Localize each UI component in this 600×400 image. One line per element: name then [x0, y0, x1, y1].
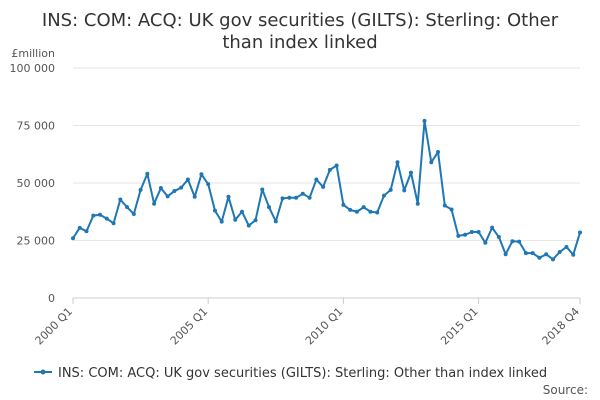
data-point — [185, 177, 190, 182]
data-point — [449, 207, 454, 212]
legend: INS: COM: ACQ: UK gov securities (GILTS)… — [34, 366, 547, 381]
data-point — [341, 202, 346, 207]
data-point — [510, 239, 515, 244]
data-point — [361, 205, 366, 210]
data-point — [402, 188, 407, 193]
legend-marker-swatch — [40, 369, 46, 375]
data-point — [219, 219, 224, 224]
data-point — [368, 209, 373, 214]
y-tick-label: 25 000 — [17, 235, 56, 248]
data-point — [287, 195, 292, 200]
data-point — [503, 252, 508, 257]
data-point — [571, 252, 576, 257]
chart-title-line-2: than index linked — [222, 32, 377, 53]
chart-title-line-1: INS: COM: ACQ: UK gov securities (GILTS)… — [42, 10, 559, 31]
x-tick-label: 2010 Q1 — [303, 305, 346, 348]
data-point — [334, 163, 339, 168]
data-point — [280, 196, 285, 201]
y-axis-unit-label: £million — [11, 47, 55, 60]
data-point — [422, 118, 427, 123]
data-point — [436, 149, 441, 154]
data-point — [537, 255, 542, 260]
data-point — [240, 209, 244, 214]
data-point — [381, 193, 386, 198]
gridlines — [73, 67, 580, 241]
data-point — [544, 252, 549, 257]
data-point — [327, 167, 332, 172]
data-point — [314, 177, 319, 182]
y-tick-label: 50 000 — [17, 177, 56, 190]
data-point — [206, 182, 211, 187]
x-axis: 2000 Q1 2005 Q1 2010 Q1 2015 Q1 2018 Q4 — [33, 297, 583, 348]
data-point — [246, 223, 251, 228]
data-point — [125, 205, 130, 210]
legend-label: INS: COM: ACQ: UK gov securities (GILTS)… — [58, 366, 547, 381]
data-point — [442, 203, 447, 208]
data-point — [578, 230, 582, 235]
data-point — [192, 194, 197, 199]
data-point — [550, 257, 555, 262]
source-label: Source: — [543, 383, 588, 397]
data-point — [294, 195, 299, 200]
data-point — [152, 201, 157, 206]
series-group — [71, 118, 582, 262]
data-point — [321, 184, 326, 189]
x-tick-label: 2005 Q1 — [168, 305, 211, 348]
data-point — [145, 171, 150, 176]
data-point — [172, 189, 177, 194]
data-point — [138, 187, 143, 192]
y-tick-label: 100 000 — [10, 62, 56, 75]
x-tick-label: 2000 Q1 — [33, 305, 76, 348]
data-point — [118, 197, 123, 202]
data-point — [490, 225, 495, 230]
data-point — [233, 217, 238, 222]
data-point — [429, 160, 434, 165]
data-point — [165, 194, 170, 199]
data-point — [523, 251, 528, 256]
data-point — [307, 195, 312, 200]
data-point — [564, 244, 569, 249]
data-point — [415, 201, 420, 206]
data-point — [354, 209, 359, 214]
x-tick-label: 2015 Q1 — [438, 305, 481, 348]
data-point — [469, 229, 474, 234]
data-point — [530, 251, 535, 256]
data-point — [375, 210, 380, 215]
y-axis-ticks: 0 25 000 50 000 75 000 100 000 — [10, 62, 56, 305]
data-point — [111, 221, 116, 226]
data-point — [273, 219, 278, 224]
data-point — [226, 194, 231, 199]
data-point — [179, 185, 184, 190]
data-point — [71, 236, 75, 241]
data-point — [517, 239, 522, 244]
data-point — [395, 160, 400, 165]
data-point — [388, 187, 393, 192]
data-point — [483, 240, 488, 245]
data-point — [212, 208, 217, 213]
data-point — [77, 225, 82, 230]
data-point — [104, 216, 109, 221]
series-line — [72, 119, 581, 261]
data-point — [158, 186, 163, 191]
data-point — [98, 212, 103, 217]
data-point — [260, 187, 265, 192]
y-tick-label: 75 000 — [17, 120, 56, 133]
data-point — [476, 229, 481, 234]
data-point — [348, 207, 353, 212]
data-point — [91, 213, 96, 218]
x-tick-label: 2018 Q4 — [540, 305, 583, 348]
data-point — [131, 212, 136, 217]
data-point — [267, 205, 272, 210]
y-tick-label: 0 — [48, 292, 55, 305]
data-point — [463, 232, 468, 237]
data-point — [300, 191, 305, 196]
data-point — [496, 235, 501, 240]
data-point — [409, 170, 413, 175]
data-point — [84, 229, 89, 234]
data-point — [253, 218, 258, 223]
data-point — [199, 172, 204, 177]
data-point — [456, 233, 461, 238]
data-point — [557, 250, 562, 254]
